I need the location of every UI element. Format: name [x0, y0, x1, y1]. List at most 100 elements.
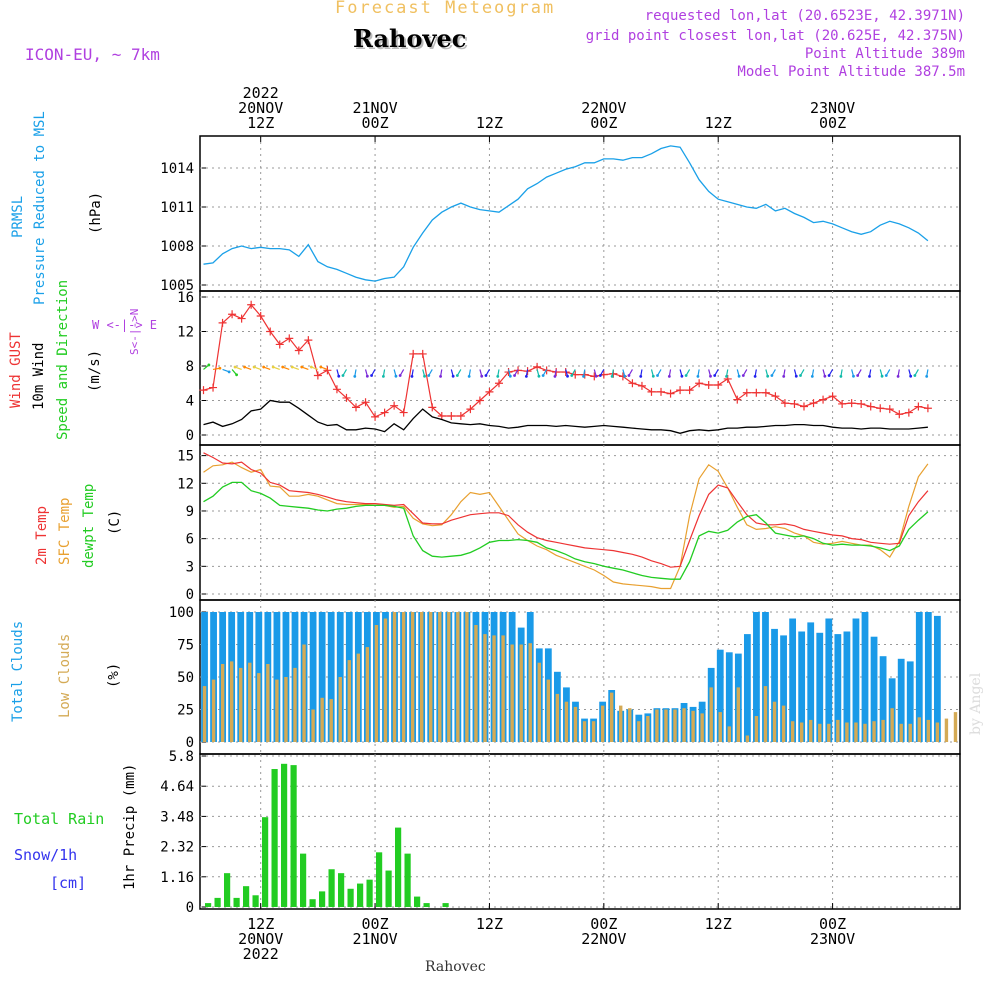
wind-arrow-head: [455, 374, 459, 377]
low-cloud-bar: [302, 644, 306, 742]
low-cloud-bar: [474, 625, 478, 742]
total-cloud-bar: [210, 612, 217, 742]
gust-marker: [695, 379, 704, 388]
wind-arrow-head: [553, 374, 557, 378]
low-cloud-bar: [429, 612, 433, 742]
low-cloud-bar: [211, 679, 216, 742]
low-cloud-bar: [845, 722, 849, 742]
total-cloud-bar: [897, 658, 905, 742]
total-cloud-bar: [716, 649, 724, 742]
low-cloud-bar: [591, 721, 596, 742]
wind-arrow-head: [925, 374, 929, 378]
wind-arrow-head: [300, 365, 304, 369]
gust-marker: [304, 336, 313, 345]
total-cloud-bar: [906, 661, 914, 742]
total-cloud-bar: [825, 618, 833, 742]
wind-arrow-head: [582, 374, 585, 378]
y-tick-label: 12: [177, 325, 194, 341]
rain-bar: [252, 895, 259, 907]
total-cloud-bar: [327, 612, 335, 742]
total-cloud-bar: [924, 612, 932, 742]
model-altitude: Model Point Altitude 387.5m: [737, 64, 965, 80]
low-cloud-bar: [311, 709, 315, 742]
wind-arrow-head: [684, 374, 688, 377]
y-tick-label: 5.8: [169, 749, 194, 765]
total-cloud-bar: [798, 631, 806, 742]
gust-marker: [657, 387, 666, 396]
wind-line: [203, 399, 928, 434]
y-tick-label: 9: [186, 504, 194, 520]
wind-arrow-head: [309, 365, 313, 369]
low-cloud-bar: [229, 661, 234, 742]
wind-arrow-head: [794, 374, 798, 378]
low-cloud-bar: [628, 708, 632, 742]
wind-arrow-head: [243, 365, 246, 369]
top-time-label: 00Z: [819, 114, 846, 132]
wind-arrow-head: [770, 374, 774, 377]
wind-arrow-head: [496, 374, 500, 378]
bottom-time-label: 2022: [243, 945, 279, 963]
total-cloud-bar: [870, 636, 878, 742]
gust-marker: [342, 393, 351, 402]
low-cloud-bar: [239, 667, 243, 742]
gust-marker: [237, 314, 246, 323]
low-cloud-bar: [944, 718, 949, 742]
low-cloud-bar: [220, 664, 225, 742]
low-cloud-bar: [763, 686, 768, 742]
gust-marker: [418, 349, 427, 358]
rain-bar: [347, 888, 354, 907]
low-cloud-bar: [772, 701, 777, 742]
top-time-label: 12Z: [247, 114, 274, 132]
low-cloud-bar: [564, 701, 569, 742]
wind-arrow-head: [880, 374, 884, 378]
gust-marker: [847, 399, 856, 408]
rain-bar: [357, 883, 364, 907]
wind-arrow-head: [370, 374, 373, 377]
low-cloud-bar: [781, 705, 786, 742]
y-tick-label: 12: [177, 476, 194, 492]
wind-arrow-head: [709, 374, 712, 378]
y-tick-label: 8: [186, 359, 194, 375]
gust-marker: [676, 386, 685, 395]
y-tick-label: 1011: [160, 200, 194, 216]
point-altitude: Point Altitude 389m: [804, 46, 965, 62]
gust-marker: [904, 408, 913, 417]
low-cloud-bar: [600, 705, 605, 742]
wind-arrow-head: [271, 365, 275, 369]
low-cloud-bar: [637, 721, 641, 742]
low-cloud-bar: [293, 667, 297, 742]
rain-bar: [309, 899, 316, 907]
wind-arrow-head: [639, 374, 643, 378]
low-cloud-bar: [917, 717, 921, 742]
y-tick-label: 50: [177, 670, 194, 686]
y-tick-label: 4: [186, 394, 194, 410]
wind-arrow-head: [467, 374, 471, 378]
bottom-time-label: 12Z: [247, 915, 274, 933]
gust-marker: [914, 402, 923, 411]
low-cloud-bar: [492, 635, 496, 742]
low-cloud-bar: [555, 693, 560, 742]
pressure-line: [203, 145, 929, 282]
forecast-title: Forecast Meteogram: [335, 0, 556, 18]
low-cloud-bar: [401, 612, 406, 742]
total-cloud-bar: [816, 632, 824, 742]
gust-marker: [876, 404, 885, 413]
low-cloud-bar: [863, 723, 867, 742]
rain-bar: [385, 870, 392, 907]
top-time-label: 23NOV: [810, 99, 855, 117]
gust-marker: [647, 387, 656, 396]
total-cloud-bar: [879, 656, 887, 742]
wind-arrow-head: [337, 374, 341, 378]
gust-marker: [685, 386, 694, 395]
low-cloud-bar: [736, 687, 741, 742]
rain-bar: [224, 873, 231, 907]
rain-bar: [300, 853, 307, 907]
low-cloud-bar: [664, 709, 668, 742]
low-cloud-bar: [646, 716, 650, 742]
rain-bar: [338, 873, 345, 907]
total-rain-label: Total Rain: [14, 810, 105, 828]
low-cloud-bar: [872, 721, 876, 742]
total-cloud-bar: [834, 634, 842, 742]
wind-arrow-head: [656, 374, 659, 377]
